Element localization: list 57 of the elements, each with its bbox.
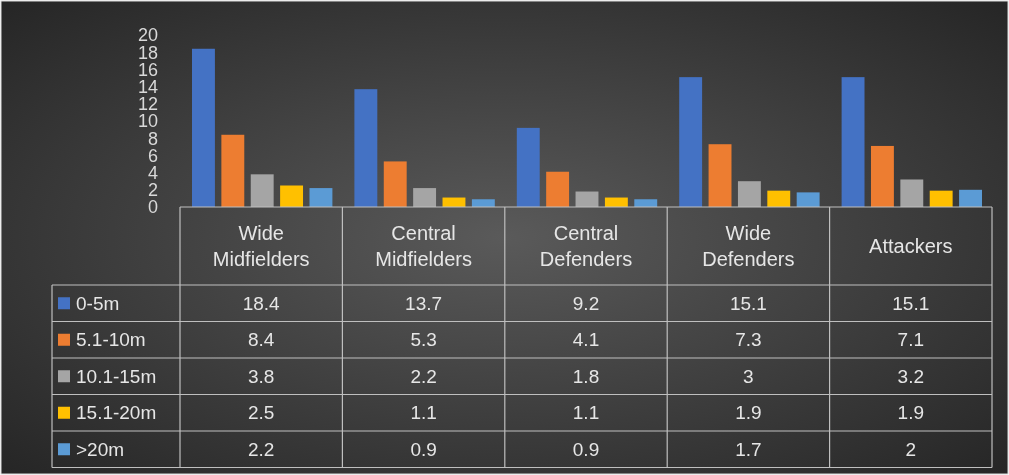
data-label: 7.1 bbox=[897, 329, 925, 351]
data-label: 4.1 bbox=[572, 329, 600, 351]
bar bbox=[767, 190, 791, 207]
data-label: 9.2 bbox=[572, 292, 600, 314]
x-tick-label: Central Defenders bbox=[539, 222, 633, 270]
x-tick-label: Wide Defenders bbox=[702, 222, 795, 270]
data-label: 8.4 bbox=[247, 329, 275, 351]
data-label: 1.7 bbox=[735, 438, 762, 460]
bar bbox=[192, 48, 215, 207]
legend-label: >20m bbox=[76, 438, 125, 460]
bar bbox=[471, 199, 495, 207]
bar bbox=[841, 77, 865, 207]
bar bbox=[309, 188, 333, 207]
data-label: 0.9 bbox=[410, 438, 437, 460]
legend-label: 10.1-15m bbox=[76, 365, 157, 387]
data-label: 1.1 bbox=[572, 402, 600, 424]
bar bbox=[546, 171, 570, 207]
data-label: 3.2 bbox=[897, 365, 925, 387]
bar bbox=[708, 144, 732, 207]
bar bbox=[796, 192, 820, 207]
data-label: 15.1 bbox=[729, 292, 767, 314]
bar bbox=[221, 134, 245, 207]
data-label: 0.9 bbox=[572, 438, 600, 460]
bar bbox=[679, 77, 703, 207]
bar bbox=[383, 161, 407, 207]
legend-label: 15.1-20m bbox=[76, 402, 157, 424]
data-label: 7.3 bbox=[735, 329, 762, 351]
x-tick-label: Central Midfielders bbox=[375, 222, 472, 270]
bar bbox=[280, 185, 304, 207]
bar bbox=[870, 145, 894, 207]
bar bbox=[737, 181, 761, 207]
data-label: 1.1 bbox=[410, 402, 437, 424]
bar bbox=[250, 174, 274, 207]
data-label: 1.8 bbox=[572, 365, 600, 387]
bar bbox=[959, 189, 982, 207]
bar bbox=[900, 179, 924, 207]
data-label: 1.9 bbox=[735, 402, 762, 424]
data-label: 5.3 bbox=[410, 329, 437, 351]
data-label: 2.2 bbox=[247, 438, 275, 460]
bar bbox=[413, 188, 437, 207]
bar bbox=[634, 199, 658, 207]
bar bbox=[516, 127, 540, 207]
legend-label: 0-5m bbox=[76, 292, 120, 314]
data-label: 2.5 bbox=[247, 402, 275, 424]
bar bbox=[354, 89, 378, 207]
data-label: 2 bbox=[905, 438, 917, 460]
x-tick-label: Wide Midfielders bbox=[212, 222, 310, 270]
data-label: 13.7 bbox=[405, 292, 443, 314]
data-label: 2.2 bbox=[410, 365, 437, 387]
data-label: 3.8 bbox=[247, 365, 275, 387]
data-label: 15.1 bbox=[892, 292, 930, 314]
bar bbox=[929, 190, 953, 207]
data-label: 18.4 bbox=[242, 292, 281, 314]
x-tick-label: Attackers bbox=[869, 235, 953, 257]
data-label: 1.9 bbox=[897, 402, 925, 424]
data-label: 3 bbox=[743, 365, 754, 387]
legend-label: 5.1-10m bbox=[76, 329, 146, 351]
